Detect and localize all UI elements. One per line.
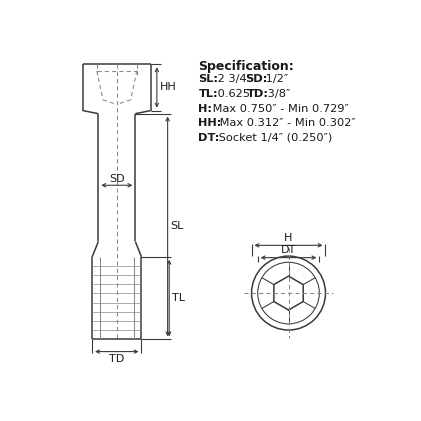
Text: TD: TD bbox=[109, 354, 125, 364]
Text: Max 0.750″ - Min 0.729″: Max 0.750″ - Min 0.729″ bbox=[209, 104, 349, 114]
Text: SL:: SL: bbox=[198, 75, 218, 84]
Text: 2 3/4″: 2 3/4″ bbox=[214, 75, 254, 84]
Text: Specification:: Specification: bbox=[198, 60, 294, 73]
Text: Socket 1/4″ (0.250″): Socket 1/4″ (0.250″) bbox=[215, 133, 332, 143]
Text: 1/2″: 1/2″ bbox=[262, 75, 288, 84]
Text: SD:: SD: bbox=[245, 75, 267, 84]
Text: DT: DT bbox=[281, 245, 296, 256]
Text: SD: SD bbox=[109, 174, 125, 184]
Text: H:: H: bbox=[198, 104, 213, 114]
Text: TL: TL bbox=[172, 293, 185, 303]
Text: Max 0.312″ - Min 0.302″: Max 0.312″ - Min 0.302″ bbox=[216, 118, 356, 128]
Text: H: H bbox=[284, 233, 293, 243]
Text: DT:: DT: bbox=[198, 133, 220, 143]
Text: 0.625″: 0.625″ bbox=[213, 89, 257, 99]
Text: 3/8″: 3/8″ bbox=[264, 89, 290, 99]
Text: HH:: HH: bbox=[198, 118, 222, 128]
Text: HH: HH bbox=[160, 83, 177, 93]
Text: SL: SL bbox=[171, 221, 184, 232]
Text: TD:: TD: bbox=[247, 89, 269, 99]
Text: TL:: TL: bbox=[198, 89, 218, 99]
